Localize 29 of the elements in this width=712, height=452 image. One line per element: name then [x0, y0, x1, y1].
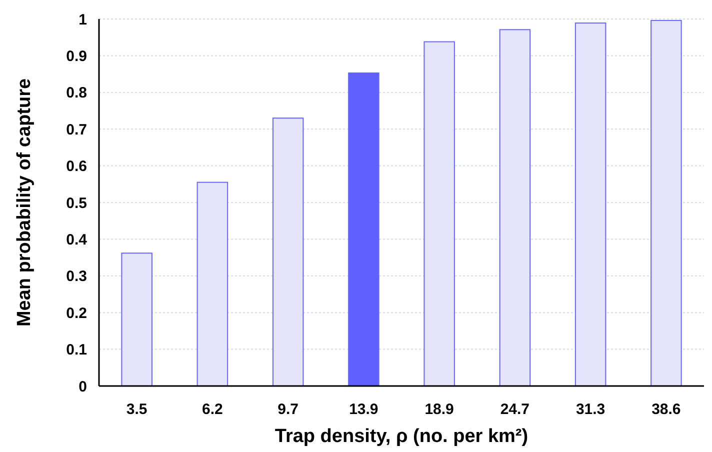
x-tick-label: 3.5	[126, 401, 148, 418]
bar	[121, 252, 152, 386]
bar	[499, 29, 531, 386]
bar	[272, 118, 304, 386]
x-tick-label: 24.7	[500, 401, 530, 418]
bar	[424, 41, 455, 386]
y-tick-label: 1	[78, 11, 87, 28]
x-tick-label: 6.2	[202, 401, 223, 418]
x-tick-label: 38.6	[652, 401, 681, 418]
x-tick-label: 18.9	[424, 401, 454, 418]
y-axis-title: Mean probability of capture	[14, 78, 35, 327]
bar	[650, 20, 682, 386]
x-tick-label: 9.7	[278, 401, 298, 418]
bar	[348, 72, 380, 386]
x-tick-label: 31.3	[576, 401, 606, 418]
y-tick-label: 0.4	[66, 231, 88, 248]
x-tick-label: 13.9	[349, 401, 378, 418]
y-tick-label: 0.6	[66, 158, 87, 176]
y-tick-label: 0.9	[66, 48, 87, 65]
y-tick-label: 0.3	[66, 268, 87, 286]
y-tick-label: 0.2	[66, 304, 87, 322]
y-tick-label: 0.7	[66, 121, 87, 138]
bar	[196, 182, 228, 386]
y-tick-label: 0.5	[66, 194, 87, 212]
x-axis-title: Trap density, ρ (no. per km²)	[274, 426, 528, 447]
y-tick-label: 0.1	[66, 342, 87, 359]
bar	[574, 22, 606, 386]
y-tick-label: 0.8	[66, 84, 87, 102]
y-tick-label: 0	[78, 378, 87, 396]
